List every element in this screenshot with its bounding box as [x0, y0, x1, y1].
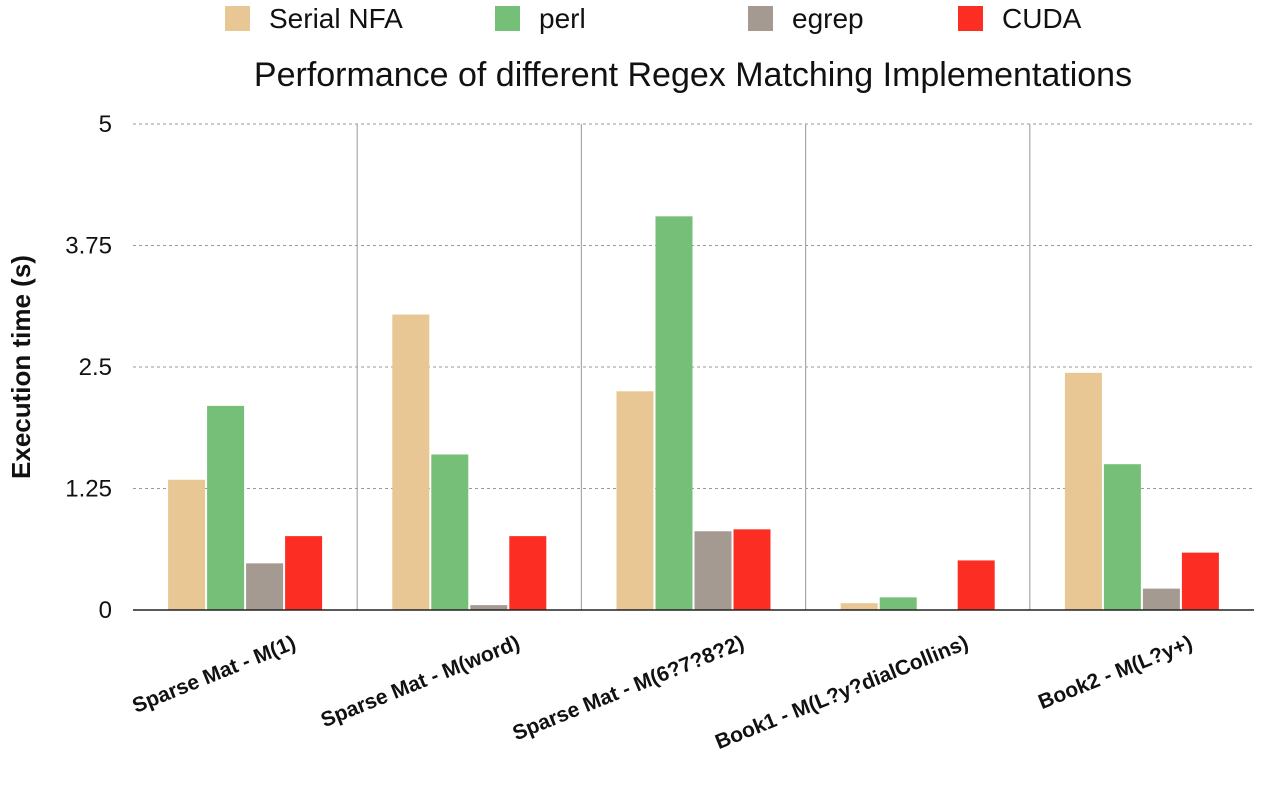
- y-axis-ticks: 0 1.25 2.5 3.75 5: [65, 111, 112, 624]
- bar: [470, 605, 508, 610]
- bar: [207, 405, 245, 610]
- bar: [957, 560, 995, 610]
- category-separators: [356, 124, 1031, 610]
- legend-swatch: [748, 6, 773, 31]
- y-tick-label: 5: [99, 111, 112, 138]
- legend-swatch: [958, 6, 983, 31]
- y-tick-label: 0: [99, 597, 112, 624]
- x-tick-label: Sparse Mat - M(word): [318, 631, 524, 732]
- gridlines: [133, 123, 1254, 489]
- bar: [1142, 588, 1180, 610]
- legend-swatch: [225, 6, 250, 31]
- legend-label: egrep: [792, 3, 864, 34]
- x-tick-label: Sparse Mat - M(6?7?8?2): [509, 631, 747, 745]
- bar: [1064, 372, 1102, 610]
- x-tick-label: Book1 - M(L?y?dialCollins): [712, 631, 972, 754]
- bar: [655, 216, 693, 610]
- bar: [840, 603, 878, 610]
- bar: [879, 597, 917, 610]
- bar: [694, 531, 732, 610]
- bar: [431, 454, 469, 610]
- x-tick-label: Sparse Mat - M(1): [129, 631, 299, 717]
- bar: [1181, 552, 1219, 610]
- y-tick-label: 2.5: [79, 354, 112, 381]
- y-axis-label: Execution time (s): [6, 255, 36, 479]
- x-tick-label: Book2 - M(L?y+): [1035, 631, 1196, 714]
- y-tick-label: 1.25: [65, 476, 112, 503]
- legend-label: Serial NFA: [269, 3, 403, 34]
- bar: [733, 529, 771, 610]
- bar: [509, 536, 547, 610]
- legend: Serial NFA perl egrep CUDA: [225, 3, 1082, 34]
- legend-label: perl: [539, 3, 586, 34]
- bar: [168, 479, 206, 610]
- bars: [168, 216, 1219, 610]
- chart-title: Performance of different Regex Matching …: [254, 56, 1132, 94]
- bar: [392, 314, 430, 610]
- bar: [616, 391, 654, 610]
- bar: [1103, 464, 1141, 610]
- legend-swatch: [495, 6, 520, 31]
- x-axis-ticks: Sparse Mat - M(1) Sparse Mat - M(word)Spa…: [129, 631, 1196, 754]
- bar: [285, 536, 323, 610]
- bar: [246, 563, 284, 610]
- legend-label: CUDA: [1002, 3, 1082, 34]
- y-tick-label: 3.75: [65, 233, 112, 260]
